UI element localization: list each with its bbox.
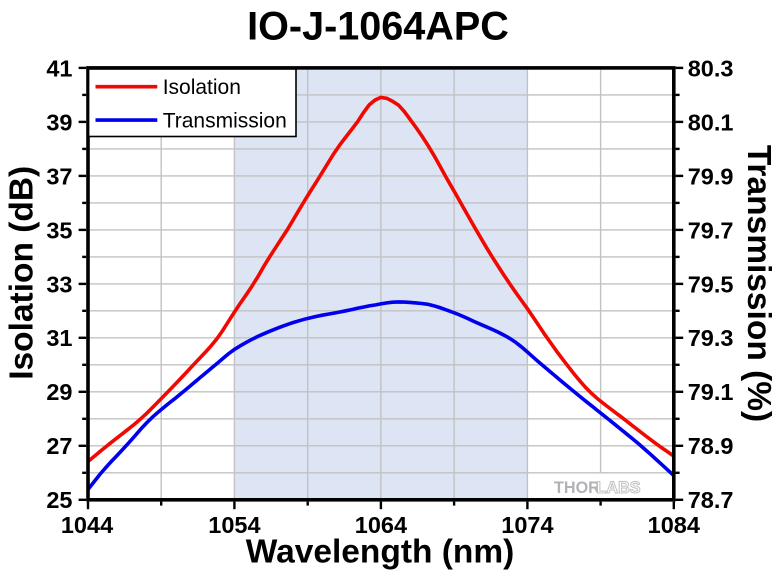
svg-text:THOR: THOR: [554, 479, 600, 497]
svg-text:1074: 1074: [501, 512, 553, 538]
svg-text:79.9: 79.9: [688, 163, 734, 189]
svg-text:Isolation (dB): Isolation (dB): [4, 166, 41, 380]
svg-text:80.3: 80.3: [688, 55, 734, 81]
svg-text:33: 33: [46, 271, 72, 297]
svg-text:29: 29: [46, 379, 72, 405]
svg-text:1084: 1084: [648, 512, 700, 538]
svg-text:25: 25: [46, 487, 72, 513]
svg-text:Transmission (%): Transmission (%): [740, 145, 777, 422]
svg-text:78.7: 78.7: [688, 487, 734, 513]
svg-text:37: 37: [46, 163, 72, 189]
svg-text:Isolation: Isolation: [163, 76, 241, 99]
svg-text:27: 27: [46, 433, 72, 459]
svg-text:79.7: 79.7: [688, 217, 734, 243]
svg-text:79.3: 79.3: [688, 325, 734, 351]
svg-text:Transmission: Transmission: [163, 110, 287, 133]
svg-text:35: 35: [46, 217, 72, 243]
svg-text:Wavelength (nm): Wavelength (nm): [246, 534, 515, 571]
svg-text:78.9: 78.9: [688, 433, 734, 459]
svg-text:1044: 1044: [61, 512, 113, 538]
svg-text:79.5: 79.5: [688, 271, 734, 297]
svg-text:80.1: 80.1: [688, 109, 734, 135]
svg-text:41: 41: [46, 55, 72, 81]
svg-text:31: 31: [46, 325, 72, 351]
svg-text:79.1: 79.1: [688, 379, 734, 405]
svg-text:1064: 1064: [355, 512, 407, 538]
svg-text:39: 39: [46, 109, 72, 135]
svg-text:1054: 1054: [208, 512, 260, 538]
svg-text:IO-J-1064APC: IO-J-1064APC: [247, 5, 509, 49]
svg-text:LABS: LABS: [597, 479, 641, 497]
